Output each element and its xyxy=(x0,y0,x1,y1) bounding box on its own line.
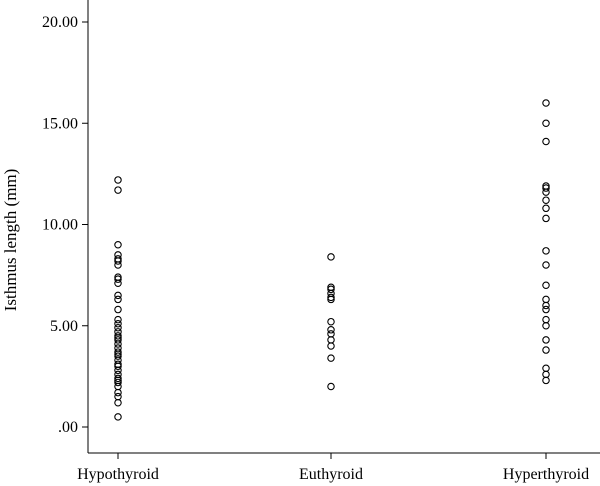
data-point xyxy=(114,275,122,283)
data-point xyxy=(542,196,550,204)
data-point xyxy=(114,176,122,184)
data-point xyxy=(327,253,335,261)
x-ticks: Hypothyroid Euthyroid Hyperthyroid xyxy=(77,453,589,483)
data-point xyxy=(542,261,550,269)
data-point xyxy=(327,382,335,391)
data-point xyxy=(114,340,122,348)
data-point xyxy=(542,305,550,314)
data-point xyxy=(542,301,550,310)
data-point xyxy=(114,241,122,249)
data-point xyxy=(327,336,335,344)
y-tick-label: 5.00 xyxy=(50,318,78,335)
data-point xyxy=(542,247,550,255)
data-point xyxy=(542,315,550,324)
data-point xyxy=(114,315,122,324)
data-point xyxy=(327,354,335,362)
data-point xyxy=(114,382,122,391)
y-ticks: .00 5.00 10.00 15.00 20.00 xyxy=(42,14,88,436)
x-category-label: Euthyroid xyxy=(299,466,363,483)
data-point xyxy=(542,295,550,304)
x-category-label: Hyperthyroid xyxy=(503,466,589,483)
data-point xyxy=(114,388,122,397)
data-point xyxy=(114,348,122,356)
data-point xyxy=(542,214,550,223)
data-point xyxy=(327,293,335,302)
data-point xyxy=(114,291,122,300)
data-point xyxy=(114,352,122,360)
data-point xyxy=(542,204,550,213)
data-point xyxy=(327,295,335,304)
data-point xyxy=(327,285,335,294)
data-point xyxy=(542,321,550,330)
data-point xyxy=(114,362,122,370)
data-point xyxy=(327,342,335,350)
y-tick-label: .00 xyxy=(58,419,78,436)
data-point xyxy=(327,317,335,326)
data-point xyxy=(114,261,122,269)
data-point xyxy=(542,119,550,128)
data-point xyxy=(542,281,550,289)
data-point xyxy=(114,378,122,387)
data-point xyxy=(114,392,122,401)
data-point xyxy=(114,398,122,407)
data-point xyxy=(114,257,122,265)
data-point xyxy=(542,137,550,146)
data-point xyxy=(114,295,122,304)
data-point xyxy=(114,336,122,344)
data-point xyxy=(542,336,550,344)
data-point xyxy=(114,413,122,421)
data-point xyxy=(327,330,335,338)
data-point xyxy=(114,279,122,287)
data-point xyxy=(542,364,550,373)
data-point xyxy=(542,370,550,379)
y-tick-label: 15.00 xyxy=(42,115,78,132)
data-point xyxy=(114,186,122,194)
data-point xyxy=(542,188,550,196)
data-point xyxy=(327,326,335,334)
y-tick-label: 20.00 xyxy=(42,14,78,31)
y-tick-label: 10.00 xyxy=(42,217,78,234)
data-point xyxy=(114,374,122,383)
data-point xyxy=(542,99,550,107)
data-point xyxy=(114,332,122,340)
data-point xyxy=(114,366,122,375)
data-point xyxy=(542,376,550,385)
data-point xyxy=(542,346,550,354)
data-point xyxy=(542,184,550,192)
data-point xyxy=(114,305,122,314)
x-category-label: Hypothyroid xyxy=(77,466,159,483)
data-point xyxy=(114,319,122,328)
data-point xyxy=(114,324,122,332)
axes xyxy=(87,0,600,454)
data-points xyxy=(114,99,550,421)
y-axis-title: Isthmus length (mm) xyxy=(1,169,20,312)
